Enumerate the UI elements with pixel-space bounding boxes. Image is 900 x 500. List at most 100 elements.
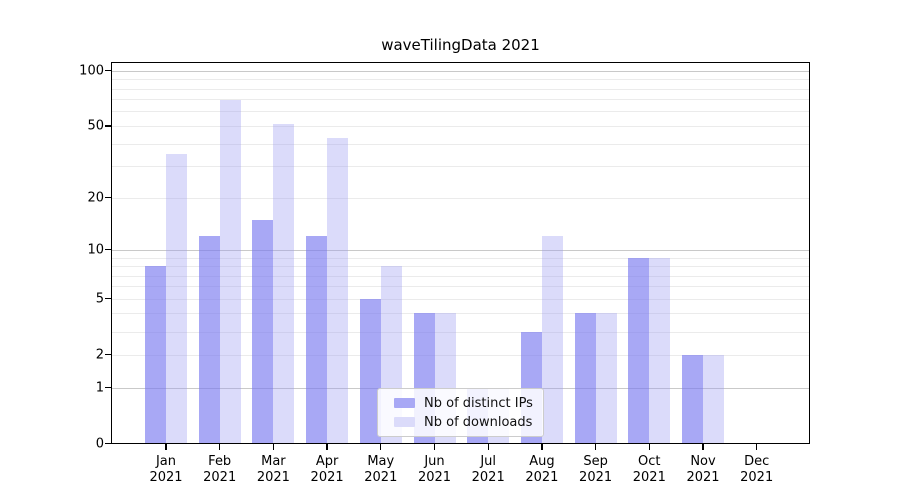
x-tick-month: Oct xyxy=(638,453,661,469)
gridline-5 xyxy=(112,298,809,300)
x-tick-label-sep: Sep 2021 xyxy=(566,454,626,486)
x-tick-month: Mar xyxy=(261,453,286,469)
gridline-7 xyxy=(112,275,809,277)
x-tick-month: May xyxy=(367,453,395,469)
gridline-60 xyxy=(112,111,809,113)
x-tick-month: Feb xyxy=(208,453,232,469)
bar-downloads-nov xyxy=(703,354,724,444)
y-tick-mark xyxy=(105,69,111,72)
y-tick-mark xyxy=(105,386,111,389)
legend-label-ips: Nb of distinct IPs xyxy=(424,395,533,411)
x-tick-month: Jun xyxy=(424,453,445,469)
gridline-2 xyxy=(112,354,809,356)
gridline-90 xyxy=(112,79,809,81)
bar-downloads-feb xyxy=(219,100,241,444)
x-tick-mark xyxy=(594,443,597,450)
y-tick-mark xyxy=(105,196,111,199)
gridline-9 xyxy=(112,257,809,259)
x-tick-label-jun: Jun 2021 xyxy=(405,454,465,486)
bar-downloads-mar xyxy=(273,124,295,444)
x-tick-month: Sep xyxy=(583,453,608,469)
bar-ips-sep xyxy=(574,313,596,444)
bar-ips-nov xyxy=(682,354,703,444)
x-tick-label-may: May 2021 xyxy=(351,454,411,486)
y-tick-mark xyxy=(105,354,111,356)
bar-ips-oct xyxy=(628,257,650,444)
legend-swatch-ips xyxy=(394,398,415,408)
x-tick-mark xyxy=(487,443,489,450)
gridline-100 xyxy=(112,70,809,72)
gridline-30 xyxy=(112,166,809,168)
gridline-20 xyxy=(112,197,809,199)
bar-downloads-aug xyxy=(541,236,563,444)
gridline-3 xyxy=(112,331,809,333)
bar-downloads-oct xyxy=(649,257,671,444)
x-tick-year: 2021 xyxy=(364,469,398,485)
legend-row-downloads: Nb of downloads xyxy=(394,415,543,430)
gridline-4 xyxy=(112,313,809,315)
y-tick-label-50: 50 xyxy=(87,118,104,134)
x-tick-month: Jan xyxy=(155,453,177,469)
x-tick-mark xyxy=(326,443,328,450)
x-tick-year: 2021 xyxy=(579,469,613,485)
x-tick-mark xyxy=(648,443,650,450)
bar-downloads-sep xyxy=(595,313,617,444)
x-tick-label-mar: Mar 2021 xyxy=(243,454,303,486)
y-tick-label-1: 1 xyxy=(95,380,104,395)
x-tick-label-feb: Feb 2021 xyxy=(190,454,250,486)
x-tick-label-oct: Oct 2021 xyxy=(619,454,679,486)
x-tick-label-apr: Apr 2021 xyxy=(297,454,357,486)
gridline-80 xyxy=(112,88,809,90)
gridline-70 xyxy=(112,99,809,101)
x-tick-year: 2021 xyxy=(525,469,559,485)
gridline-6 xyxy=(112,286,809,288)
gridline-50 xyxy=(112,125,809,127)
gridline-8 xyxy=(112,266,809,267)
x-tick-month: Aug xyxy=(529,453,555,469)
x-tick-month: Apr xyxy=(315,453,339,469)
x-tick-month: Nov xyxy=(690,453,716,469)
legend-label-downloads: Nb of downloads xyxy=(424,414,533,430)
bar-ips-may xyxy=(359,298,381,444)
chart-title: waveTilingData 2021 xyxy=(381,36,540,54)
x-tick-year: 2021 xyxy=(203,469,237,485)
x-tick-year: 2021 xyxy=(149,469,183,485)
x-tick-mark xyxy=(165,443,167,450)
bar-ips-feb xyxy=(198,236,220,444)
x-tick-label-nov: Nov 2021 xyxy=(673,454,733,486)
x-tick-month: Dec xyxy=(744,453,770,469)
legend-swatch-downloads xyxy=(394,417,415,427)
legend: Nb of distinct IPs Nb of downloads xyxy=(377,388,544,437)
gridline-40 xyxy=(112,143,809,145)
x-tick-mark xyxy=(272,443,275,450)
x-tick-mark xyxy=(380,443,382,450)
x-tick-mark xyxy=(433,443,436,450)
y-tick-mark xyxy=(105,442,111,445)
x-tick-year: 2021 xyxy=(256,469,290,485)
y-tick-label-0: 0 xyxy=(95,436,104,451)
legend-row-ips: Nb of distinct IPs xyxy=(394,396,543,411)
x-tick-mark xyxy=(702,443,704,450)
y-tick-mark xyxy=(105,125,111,127)
x-tick-label-jan: Jan 2021 xyxy=(136,454,196,486)
bar-downloads-apr xyxy=(327,137,349,444)
x-tick-mark xyxy=(219,443,221,450)
y-tick-label-5: 5 xyxy=(95,291,104,307)
x-tick-year: 2021 xyxy=(417,469,452,485)
x-tick-mark xyxy=(541,443,543,450)
bar-downloads-jan xyxy=(166,154,187,444)
x-tick-label-dec: Dec 2021 xyxy=(727,454,787,486)
bar-ips-jan xyxy=(145,266,166,444)
x-tick-year: 2021 xyxy=(471,469,505,485)
x-tick-label-aug: Aug 2021 xyxy=(512,454,572,486)
x-tick-year: 2021 xyxy=(632,469,666,485)
y-tick-mark xyxy=(105,249,111,251)
y-tick-label-10: 10 xyxy=(87,242,104,258)
x-tick-year: 2021 xyxy=(740,469,774,485)
gridline-10 xyxy=(112,249,809,251)
y-tick-label-2: 2 xyxy=(95,347,104,363)
bar-ips-apr xyxy=(306,236,328,444)
x-tick-month: Jul xyxy=(480,453,497,469)
x-tick-year: 2021 xyxy=(686,469,720,485)
